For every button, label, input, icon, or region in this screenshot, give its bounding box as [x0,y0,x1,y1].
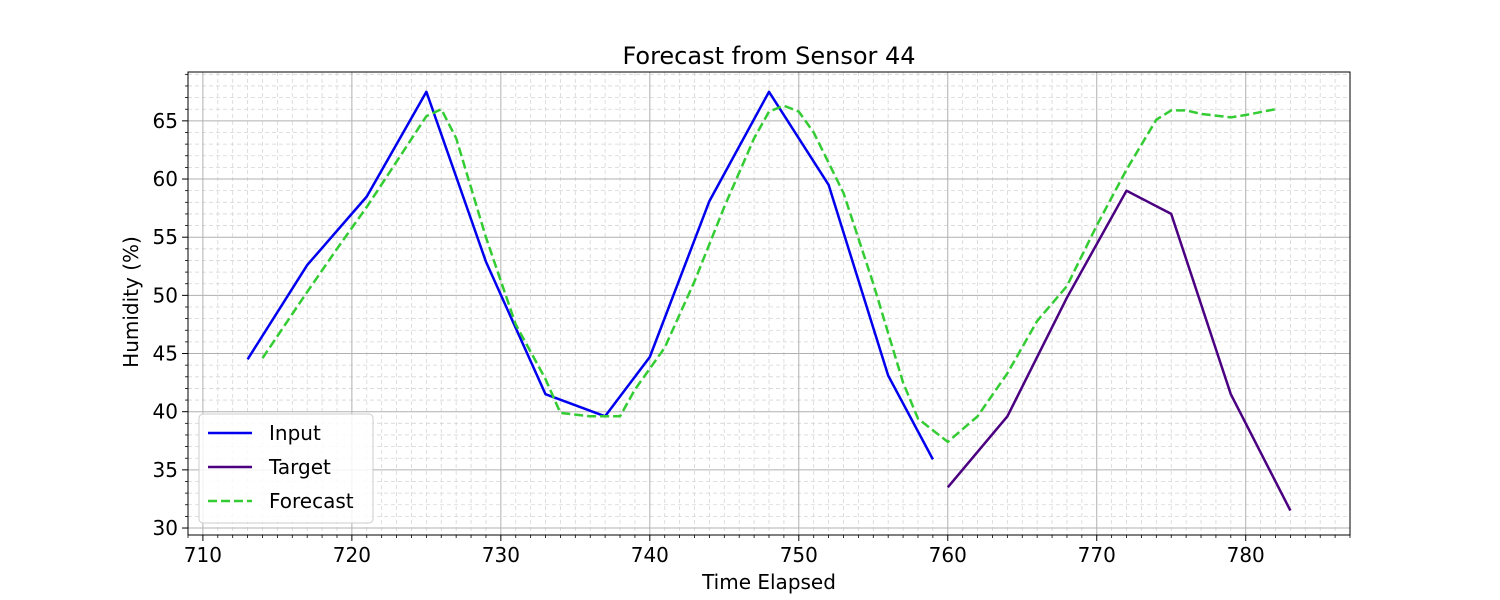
x-tick-label: 780 [1227,543,1265,567]
y-axis-label: Humidity (%) [119,236,143,368]
series-layer [246,90,1292,512]
chart-title: Forecast from Sensor 44 [622,42,915,70]
y-tick-label: 55 [153,225,178,249]
y-tick-label: 30 [153,516,178,540]
y-tick-label: 45 [153,342,178,366]
x-tick-label: 720 [333,543,371,567]
series-line-forecast [261,104,1276,444]
y-tick-label: 60 [153,167,178,191]
x-tick-label: 740 [631,543,669,567]
y-tick-label: 50 [153,283,178,307]
legend-label-target: Target [268,455,331,479]
x-axis-label: Time Elapsed [701,570,836,594]
x-tick-label: 750 [780,543,818,567]
y-axis-ticks: 30 35 40 45 50 55 60 65 [153,73,188,540]
legend-box [198,413,374,524]
x-axis-ticks: 710 720 730 740 750 760 770 780 [184,535,1351,567]
y-tick-label: 40 [153,400,178,424]
legend-label-input: Input [269,421,321,445]
y-tick-label: 65 [153,109,178,133]
x-tick-label: 730 [482,543,520,567]
y-tick-label: 35 [153,458,178,482]
legend: Input Target Forecast [198,413,374,524]
x-tick-label: 770 [1078,543,1116,567]
x-tick-label: 760 [929,543,967,567]
series-line-target [946,189,1292,512]
legend-label-forecast: Forecast [269,489,354,513]
minor-grid [187,72,1351,535]
x-tick-label: 710 [184,543,222,567]
